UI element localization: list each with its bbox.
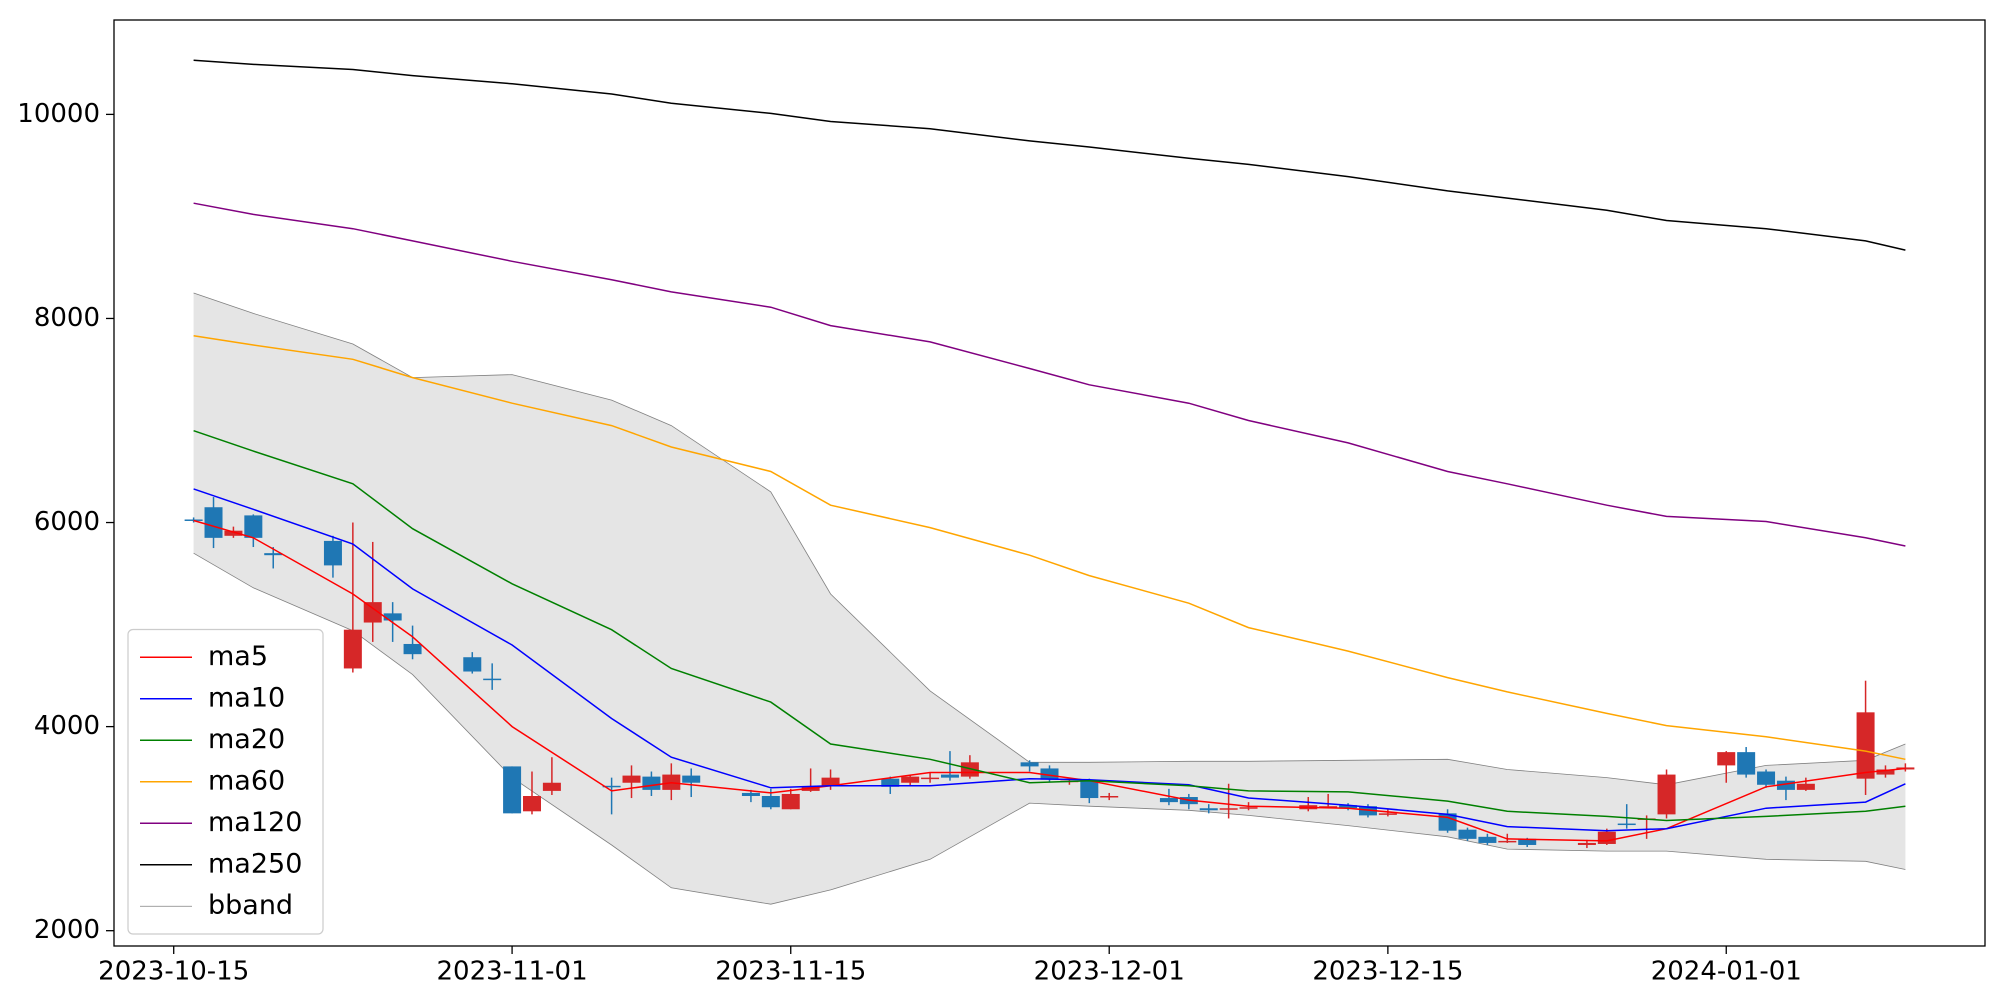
x-tick-label: 2023-12-15 bbox=[1312, 957, 1463, 987]
candle-body bbox=[204, 507, 223, 538]
candle-body bbox=[383, 613, 402, 621]
candle-body bbox=[1617, 823, 1636, 826]
candle-body bbox=[1776, 780, 1795, 790]
candle-body bbox=[1080, 779, 1099, 799]
candle-body bbox=[363, 602, 382, 623]
candle-body bbox=[1100, 796, 1119, 798]
legend-label: ma20 bbox=[208, 724, 285, 755]
candle-body bbox=[1319, 806, 1338, 808]
candle-body bbox=[1518, 838, 1537, 845]
y-tick-label: 8000 bbox=[34, 303, 100, 333]
candle-body bbox=[1876, 769, 1895, 775]
x-tick-label: 2023-11-15 bbox=[715, 957, 866, 987]
x-tick-label: 2023-11-01 bbox=[437, 957, 588, 987]
ma-line bbox=[193, 335, 1906, 761]
candle-body bbox=[244, 515, 263, 538]
candle-body bbox=[483, 678, 502, 681]
candle-body bbox=[323, 540, 342, 566]
candle-body bbox=[1478, 836, 1497, 843]
legend-label: ma60 bbox=[208, 765, 285, 796]
candle-body bbox=[403, 643, 422, 655]
band-fill bbox=[193, 293, 1906, 905]
candle-body bbox=[1717, 752, 1736, 766]
ma-line bbox=[193, 59, 1906, 251]
candle-body bbox=[1378, 813, 1397, 815]
candle-body bbox=[1458, 829, 1477, 839]
band-upper bbox=[193, 292, 1906, 786]
candle-body bbox=[343, 629, 362, 669]
band-lower bbox=[193, 552, 1906, 905]
candle-body bbox=[940, 774, 959, 778]
candle-body bbox=[1856, 712, 1875, 779]
candle-body bbox=[921, 777, 940, 780]
candle-body bbox=[1159, 798, 1178, 803]
candle-body bbox=[542, 782, 561, 791]
candle-body bbox=[1020, 762, 1039, 767]
plot-frame bbox=[113, 19, 1986, 947]
legend-label: ma250 bbox=[208, 848, 302, 879]
candle-body bbox=[602, 785, 621, 788]
candle-body bbox=[1239, 807, 1258, 809]
candle-body bbox=[1219, 808, 1238, 810]
x-tick-label: 2023-12-01 bbox=[1034, 957, 1185, 987]
candle-body bbox=[522, 796, 541, 812]
candle-body bbox=[1339, 805, 1358, 809]
ma-line bbox=[193, 488, 1906, 832]
legend-box bbox=[127, 628, 324, 935]
candle-body bbox=[1657, 774, 1676, 815]
candle-body bbox=[184, 519, 203, 521]
candle-body bbox=[781, 793, 800, 810]
candle-body bbox=[1040, 768, 1059, 780]
candle-body bbox=[901, 776, 920, 783]
ma-line bbox=[193, 429, 1906, 822]
y-tick-label: 4000 bbox=[34, 711, 100, 741]
candle-body bbox=[224, 530, 243, 536]
ma-line bbox=[193, 519, 1906, 842]
legend-label: ma10 bbox=[208, 682, 285, 713]
ma-line bbox=[193, 202, 1906, 547]
legend-label: ma5 bbox=[208, 641, 268, 672]
candle-body bbox=[622, 775, 641, 783]
candle-body bbox=[881, 778, 900, 787]
candle-body bbox=[642, 776, 661, 790]
legend-label: bband bbox=[208, 890, 293, 921]
candle-body bbox=[1498, 840, 1517, 843]
candle-body bbox=[503, 766, 522, 814]
x-tick-label: 2023-10-15 bbox=[98, 957, 249, 987]
legend: ma5 ma10 ma20 ma60 ma120 ma250 bband bbox=[127, 628, 324, 935]
candle-body bbox=[1796, 783, 1815, 790]
candle-body bbox=[1757, 771, 1776, 785]
y-tick-label: 6000 bbox=[34, 507, 100, 537]
legend-label: ma120 bbox=[208, 807, 302, 838]
candle-body bbox=[1577, 842, 1596, 845]
candle-body bbox=[463, 657, 482, 672]
candle-body bbox=[1597, 831, 1616, 844]
candle-body bbox=[682, 775, 701, 783]
candle-body bbox=[761, 796, 780, 808]
y-tick-label: 10000 bbox=[17, 99, 100, 129]
y-tick-label: 2000 bbox=[34, 915, 100, 945]
candle-body bbox=[264, 553, 283, 556]
candle-body bbox=[1358, 806, 1377, 816]
candle-body bbox=[1199, 808, 1218, 811]
candle-body bbox=[821, 777, 840, 786]
x-tick-label: 2024-01-01 bbox=[1651, 957, 1802, 987]
candle-body bbox=[741, 792, 760, 797]
candle-body bbox=[1737, 752, 1756, 775]
